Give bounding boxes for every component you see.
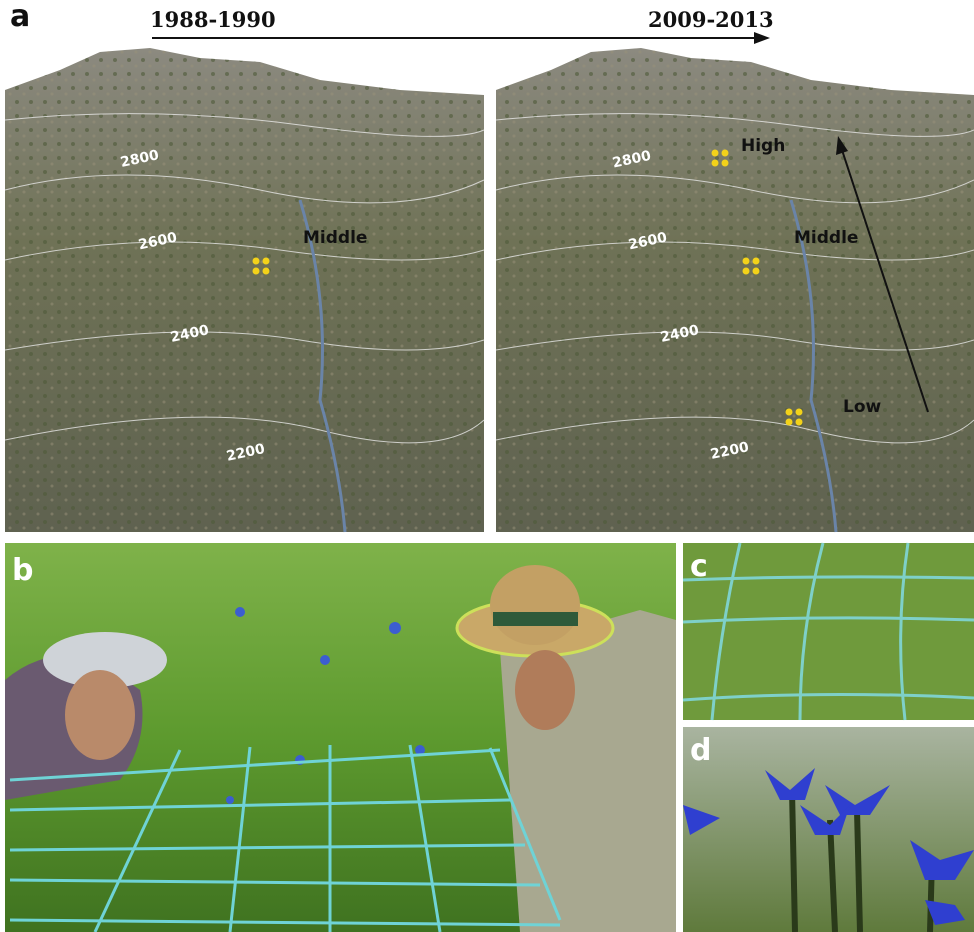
- contour-label: 2200: [225, 441, 267, 465]
- period-end: 2009-2013: [648, 7, 774, 32]
- right-map: 2800 2600 2400 2200 High Middle Low: [495, 44, 974, 533]
- gentian-photo: d: [683, 727, 974, 932]
- contour-label: 2200: [709, 439, 751, 463]
- site-label: Middle: [303, 228, 367, 248]
- panel-label: a: [10, 0, 30, 34]
- panel-label: c: [690, 549, 708, 584]
- site-label: Low: [843, 397, 882, 417]
- period-start: 1988-1990: [150, 7, 276, 32]
- panel-label: b: [12, 553, 33, 588]
- contour-label: 2600: [627, 230, 669, 254]
- contour-label: 2800: [611, 148, 653, 172]
- panel-label: d: [690, 733, 711, 768]
- contour-label: 2400: [659, 322, 701, 346]
- left-map: 2800 2600 2400 2200 Middle: [4, 44, 485, 533]
- grid-photo: c: [682, 542, 974, 721]
- time-arrow-head: [754, 32, 770, 44]
- contour-label: 2600: [137, 230, 179, 254]
- contour-label: 2400: [169, 322, 211, 346]
- site-label: Middle: [794, 228, 858, 248]
- contour-label: 2800: [119, 147, 161, 171]
- field-photo: b: [5, 543, 676, 932]
- site-label: High: [741, 136, 785, 156]
